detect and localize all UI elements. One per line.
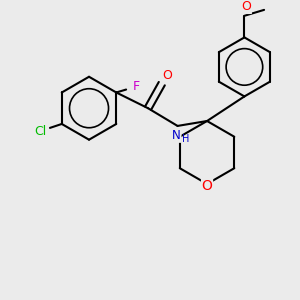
Text: N: N: [172, 129, 181, 142]
Text: F: F: [132, 80, 140, 93]
Text: O: O: [242, 0, 251, 14]
Text: O: O: [162, 69, 172, 82]
Text: O: O: [202, 179, 212, 193]
Text: H: H: [182, 134, 190, 144]
Text: Cl: Cl: [34, 125, 46, 138]
